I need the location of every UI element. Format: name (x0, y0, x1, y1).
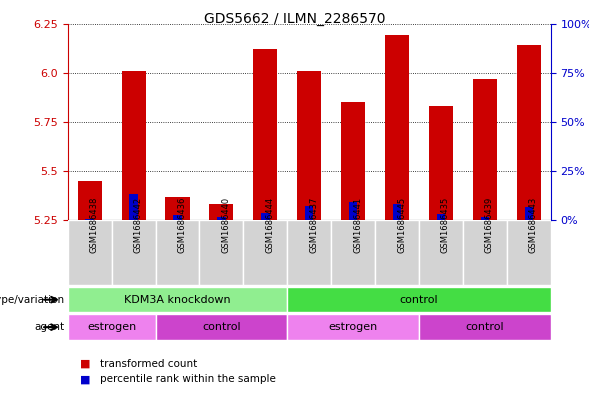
Bar (130, 194, 138, 220)
Text: transformed count: transformed count (100, 358, 197, 369)
Bar (166, 196, 190, 220)
Bar (121, 71, 145, 220)
Text: estrogen: estrogen (87, 322, 136, 332)
Bar (85, 219, 94, 220)
Bar (200, 220, 243, 285)
Bar (436, 214, 445, 220)
Text: GSM1686444: GSM1686444 (265, 197, 274, 253)
Bar (68, 220, 112, 285)
Text: control: control (465, 322, 504, 332)
Bar (429, 106, 453, 220)
Bar (68, 314, 155, 340)
Bar (173, 215, 182, 220)
Text: GSM1686442: GSM1686442 (134, 197, 143, 253)
Bar (243, 220, 287, 285)
Bar (393, 204, 401, 220)
Bar (385, 35, 409, 220)
Bar (481, 217, 489, 220)
Text: GSM1686443: GSM1686443 (529, 197, 538, 253)
Bar (517, 45, 541, 220)
Bar (112, 220, 155, 285)
Text: GSM1686436: GSM1686436 (177, 197, 187, 253)
Bar (507, 220, 551, 285)
Bar (217, 217, 226, 220)
Text: GSM1686440: GSM1686440 (221, 197, 230, 253)
Bar (297, 71, 322, 220)
Text: GSM1686439: GSM1686439 (485, 197, 494, 253)
Bar (525, 207, 533, 220)
Text: control: control (202, 322, 241, 332)
Bar (155, 220, 200, 285)
Bar (473, 79, 497, 220)
Text: control: control (400, 295, 438, 305)
Bar (209, 204, 233, 220)
Bar (341, 102, 365, 220)
Text: ■: ■ (80, 374, 90, 384)
Bar (331, 220, 375, 285)
Text: agent: agent (35, 322, 65, 332)
Bar (253, 49, 277, 220)
Text: genotype/variation: genotype/variation (0, 295, 65, 305)
Bar (261, 213, 270, 220)
Text: GSM1686441: GSM1686441 (353, 197, 362, 253)
Bar (155, 314, 287, 340)
Text: ■: ■ (80, 358, 90, 369)
Bar (349, 202, 358, 220)
Bar (419, 314, 551, 340)
Text: GSM1686435: GSM1686435 (441, 197, 450, 253)
Text: GSM1686438: GSM1686438 (90, 197, 99, 253)
Text: GDS5662 / ILMN_2286570: GDS5662 / ILMN_2286570 (204, 12, 385, 26)
Bar (375, 220, 419, 285)
Bar (463, 220, 507, 285)
Bar (287, 314, 419, 340)
Bar (287, 220, 331, 285)
Bar (419, 220, 463, 285)
Bar (68, 287, 287, 312)
Bar (78, 181, 102, 220)
Text: GSM1686437: GSM1686437 (309, 197, 318, 253)
Text: GSM1686445: GSM1686445 (397, 197, 406, 253)
Bar (287, 287, 551, 312)
Text: percentile rank within the sample: percentile rank within the sample (100, 374, 276, 384)
Text: estrogen: estrogen (329, 322, 378, 332)
Bar (305, 206, 313, 220)
Text: KDM3A knockdown: KDM3A knockdown (124, 295, 231, 305)
